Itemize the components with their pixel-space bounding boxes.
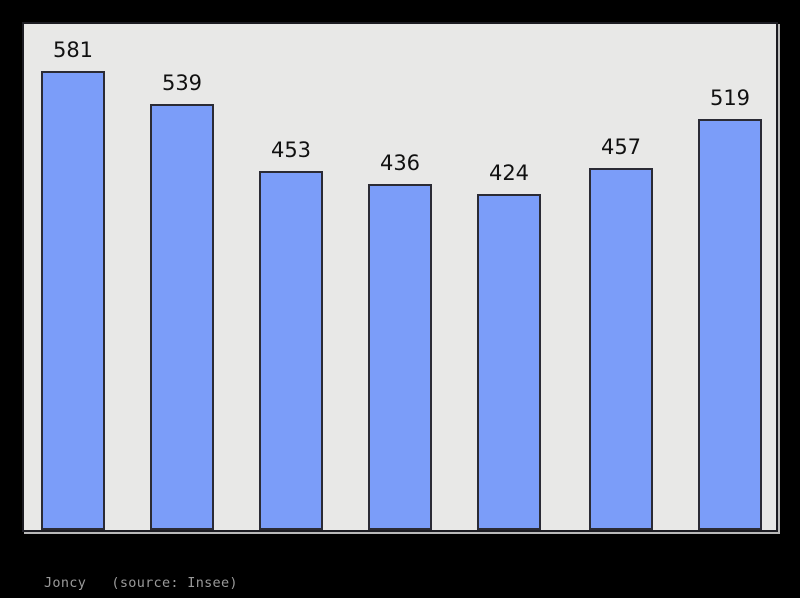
bar-value-label: 453 [270, 138, 312, 162]
bar-value-label: 539 [161, 71, 203, 95]
bar-rect[interactable] [368, 184, 432, 530]
bar-group: 436 [368, 22, 432, 530]
plot-area: 581 539 453 436 424 457 519 [22, 22, 778, 532]
bar-value-label: 436 [379, 151, 421, 175]
bar-group: 581 [41, 22, 105, 530]
bar-value-label: 519 [709, 86, 751, 110]
bar-rect[interactable] [259, 171, 323, 530]
chart-caption: Joncy (source: Insee) [44, 575, 238, 591]
bar-group: 424 [477, 22, 541, 530]
bar-rect[interactable] [41, 71, 105, 530]
bar-group: 453 [259, 22, 323, 530]
bar-group: 519 [698, 22, 762, 530]
bar-value-label: 424 [488, 161, 530, 185]
bar-rect[interactable] [150, 104, 214, 530]
bar-rect[interactable] [589, 168, 653, 530]
bar-value-label: 457 [600, 135, 642, 159]
bar-value-label: 581 [52, 38, 94, 62]
bar-rect[interactable] [698, 119, 762, 530]
bar-group: 457 [589, 22, 653, 530]
bar-rect[interactable] [477, 194, 541, 530]
bar-group: 539 [150, 22, 214, 530]
